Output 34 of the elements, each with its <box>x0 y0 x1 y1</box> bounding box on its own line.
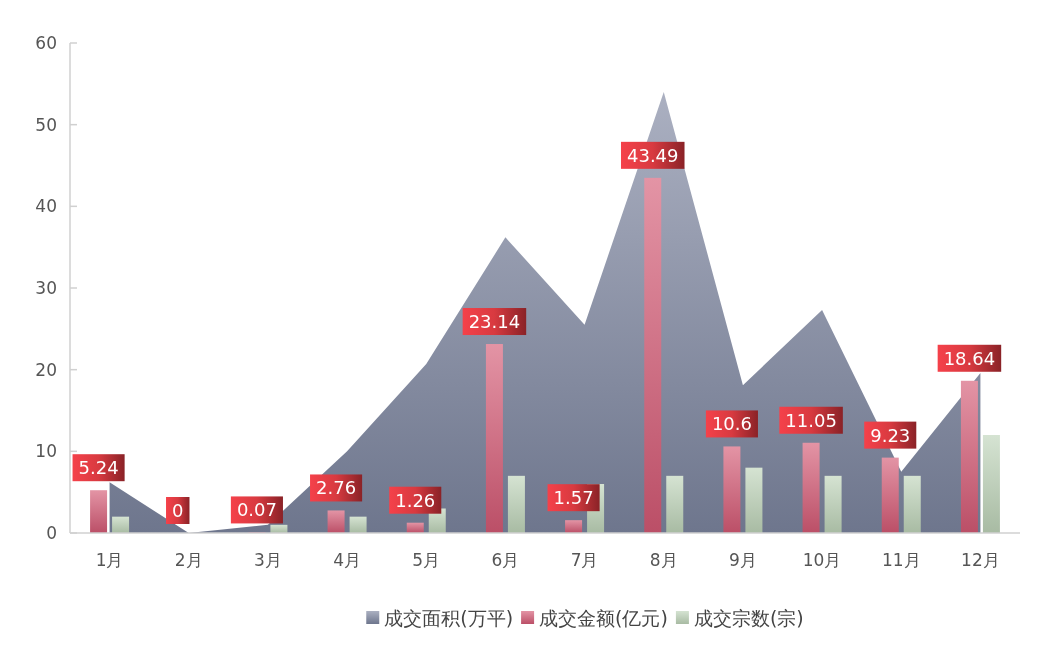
x-tick-label: 3月 <box>254 550 282 570</box>
x-tick-label: 2月 <box>174 550 203 570</box>
data-label: 18.64 <box>943 347 996 369</box>
x-tick-label: 10月 <box>802 550 842 570</box>
x-tick-label: 11月 <box>881 550 921 570</box>
data-label: 9.23 <box>870 424 911 446</box>
legend-label: 成交宗数(宗) <box>693 607 804 629</box>
data-label: 0 <box>172 500 184 521</box>
data-label: 10.6 <box>711 413 752 435</box>
y-tick-label: 10 <box>35 441 57 462</box>
x-tick-label: 8月 <box>649 550 678 570</box>
y-tick-label: 40 <box>35 196 57 217</box>
x-tick-label: 7月 <box>570 550 599 570</box>
data-label: 11.05 <box>785 409 837 431</box>
y-tick-label: 0 <box>46 523 57 543</box>
legend-label: 成交金额(亿元) <box>539 607 668 629</box>
legend-label: 成交面积(万平) <box>384 607 514 629</box>
data-label: 5.24 <box>78 457 119 479</box>
y-tick-label: 20 <box>35 359 57 380</box>
x-tick-label: 6月 <box>491 550 520 570</box>
data-label: 43.49 <box>626 144 679 166</box>
data-label: 2.76 <box>316 477 357 499</box>
y-tick-label: 60 <box>35 33 57 53</box>
data-label: 23.14 <box>468 311 521 333</box>
x-tick-label: 12月 <box>961 550 1000 570</box>
data-label: 0.07 <box>236 499 277 521</box>
x-tick-label: 9月 <box>729 550 757 570</box>
y-tick-label: 30 <box>35 278 57 298</box>
y-tick-label: 50 <box>35 114 57 135</box>
x-tick-label: 5月 <box>412 550 441 570</box>
data-label: 1.57 <box>553 487 594 509</box>
data-label: 1.26 <box>395 489 436 511</box>
x-tick-label: 4月 <box>333 550 361 570</box>
x-tick-label: 1月 <box>95 550 124 570</box>
